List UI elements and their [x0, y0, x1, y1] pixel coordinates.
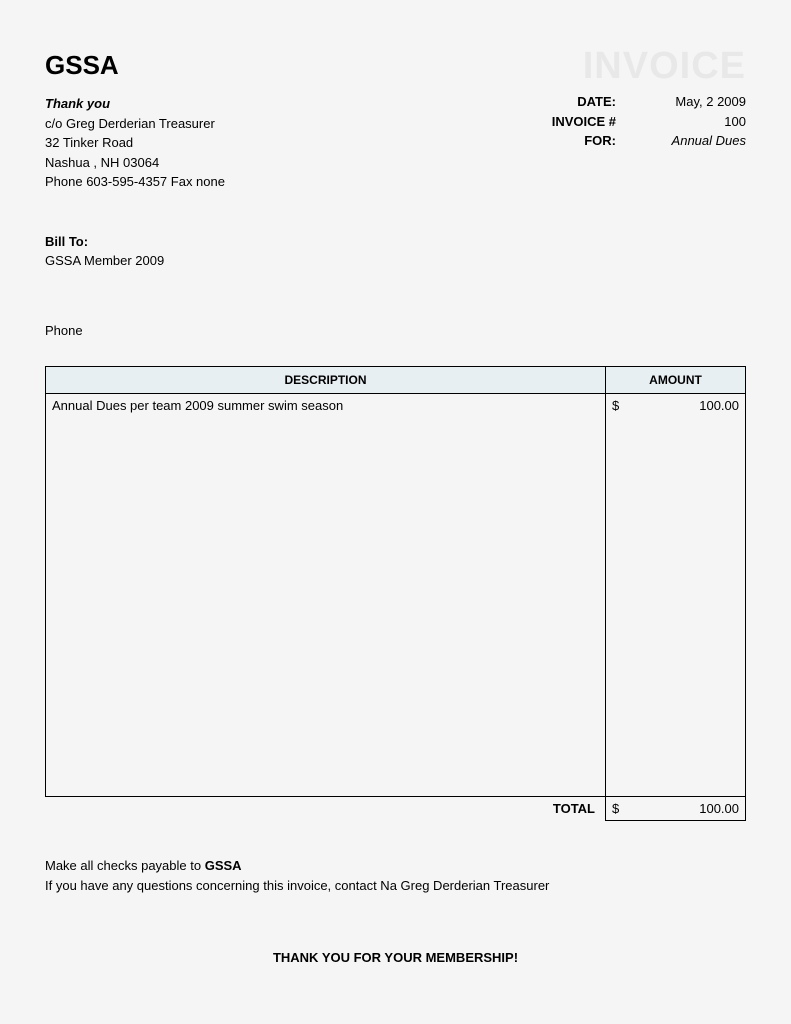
item-amount: 100.00	[699, 398, 739, 413]
col-amount: AMOUNT	[606, 366, 746, 393]
total-label: TOTAL	[46, 797, 606, 821]
invoice-num-label: INVOICE #	[526, 112, 616, 132]
meta-invoice-row: INVOICE # 100	[526, 112, 746, 132]
spacer-amt	[606, 417, 746, 797]
meta-for-row: FOR: Annual Dues	[526, 131, 746, 151]
bill-to-value: GSSA Member 2009	[45, 253, 746, 268]
total-currency-symbol: $	[612, 801, 619, 816]
bill-to-label: Bill To:	[45, 234, 746, 249]
from-line-2: 32 Tinker Road	[45, 133, 225, 153]
item-amount-cell: $ 100.00	[606, 393, 746, 417]
total-amount-cell: $ 100.00	[606, 797, 746, 821]
item-description: Annual Dues per team 2009 summer swim se…	[46, 393, 606, 417]
for-value: Annual Dues	[636, 131, 746, 151]
footer-text: Make all checks payable to GSSA If you h…	[45, 856, 746, 895]
payable-name: GSSA	[205, 858, 242, 873]
for-label: FOR:	[526, 131, 616, 151]
payable-line: Make all checks payable to GSSA	[45, 856, 746, 876]
bill-to-phone-label: Phone	[45, 323, 746, 338]
company-name: GSSA	[45, 50, 119, 81]
items-table: DESCRIPTION AMOUNT Annual Dues per team …	[45, 366, 746, 822]
payable-prefix: Make all checks payable to	[45, 858, 205, 873]
total-amount: 100.00	[699, 801, 739, 816]
from-line-3: Nashua , NH 03064	[45, 153, 225, 173]
top-info-block: Thank you c/o Greg Derderian Treasurer 3…	[45, 88, 746, 192]
thank-you-text: Thank you	[45, 94, 225, 114]
spacer-desc	[46, 417, 606, 797]
from-line-1: c/o Greg Derderian Treasurer	[45, 114, 225, 134]
invoice-num-value: 100	[636, 112, 746, 132]
date-value: May, 2 2009	[636, 92, 746, 112]
date-label: DATE:	[526, 92, 616, 112]
questions-line: If you have any questions concerning thi…	[45, 876, 746, 896]
thank-you-footer: THANK YOU FOR YOUR MEMBERSHIP!	[45, 950, 746, 965]
header-row: GSSA INVOICE	[45, 50, 746, 88]
meta-date-row: DATE: May, 2 2009	[526, 92, 746, 112]
table-header-row: DESCRIPTION AMOUNT	[46, 366, 746, 393]
meta-block: DATE: May, 2 2009 INVOICE # 100 FOR: Ann…	[526, 92, 746, 151]
table-row: Annual Dues per team 2009 summer swim se…	[46, 393, 746, 417]
table-spacer-row	[46, 417, 746, 797]
from-line-4: Phone 603-595-4357 Fax none	[45, 172, 225, 192]
total-row: TOTAL $ 100.00	[46, 797, 746, 821]
col-description: DESCRIPTION	[46, 366, 606, 393]
currency-symbol: $	[612, 398, 619, 413]
invoice-watermark: INVOICE	[583, 45, 746, 88]
from-block: Thank you c/o Greg Derderian Treasurer 3…	[45, 88, 225, 192]
